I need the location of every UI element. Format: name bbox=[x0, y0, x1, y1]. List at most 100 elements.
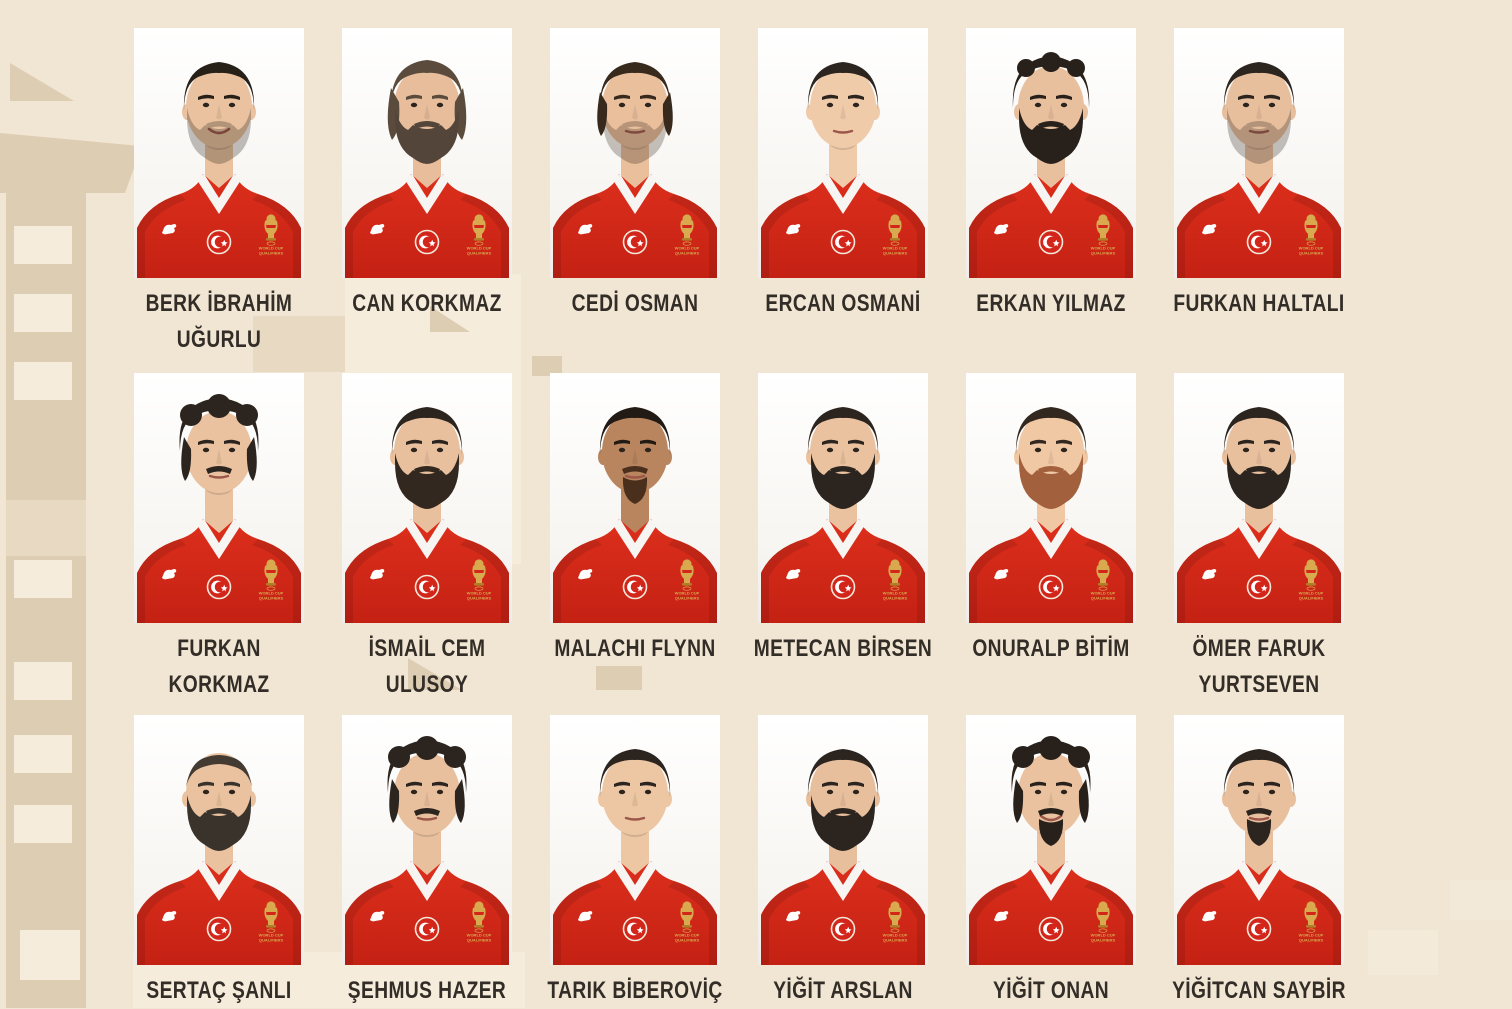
player-name: ERKAN YILMAZ bbox=[976, 290, 1126, 317]
background-shape bbox=[6, 500, 86, 556]
fiba-world-cup-trophy-icon: WORLD CUP QUALIFIERS bbox=[1091, 901, 1116, 943]
player-card: WORLD CUP QUALIFIERS TARIK BİBEROVİÇ bbox=[547, 715, 722, 1008]
svg-text:WORLD CUP: WORLD CUP bbox=[467, 591, 492, 596]
puma-cat-icon bbox=[578, 911, 593, 922]
puma-cat-icon bbox=[786, 224, 801, 235]
puma-cat-icon bbox=[1202, 569, 1217, 580]
player-card: WORLD CUP QUALIFIERS İSMAİL CEM ULUSOY bbox=[342, 373, 512, 715]
player-photo: WORLD CUP QUALIFIERS bbox=[1174, 715, 1344, 965]
background-shape bbox=[14, 226, 72, 264]
player-photo: WORLD CUP QUALIFIERS bbox=[342, 715, 512, 965]
background-shape bbox=[1450, 880, 1512, 920]
fiba-world-cup-trophy-icon: WORLD CUP QUALIFIERS bbox=[467, 901, 492, 943]
player-card: WORLD CUP QUALIFIERS FURKAN HALTALI bbox=[1173, 28, 1344, 373]
fiba-world-cup-trophy-icon: WORLD CUP QUALIFIERS bbox=[675, 559, 700, 601]
svg-text:WORLD CUP: WORLD CUP bbox=[675, 246, 700, 251]
background-shape bbox=[532, 356, 562, 376]
puma-cat-icon bbox=[1202, 224, 1217, 235]
puma-cat-icon bbox=[162, 911, 177, 922]
player-portrait-illustration: WORLD CUP QUALIFIERS bbox=[966, 373, 1136, 623]
player-name: FURKAN KORKMAZ bbox=[168, 635, 270, 698]
player-photo: WORLD CUP QUALIFIERS bbox=[966, 28, 1136, 278]
puma-cat-icon bbox=[162, 569, 177, 580]
svg-text:WORLD CUP: WORLD CUP bbox=[467, 246, 492, 251]
svg-text:QUALIFIERS: QUALIFIERS bbox=[1091, 596, 1116, 601]
svg-text:QUALIFIERS: QUALIFIERS bbox=[1299, 938, 1324, 943]
player-portrait-illustration: WORLD CUP QUALIFIERS bbox=[758, 715, 928, 965]
player-card: WORLD CUP QUALIFIERS CAN KORKMAZ bbox=[342, 28, 512, 373]
background-shape bbox=[14, 362, 72, 400]
svg-text:WORLD CUP: WORLD CUP bbox=[1091, 933, 1116, 938]
background-shape bbox=[14, 662, 72, 700]
fiba-world-cup-trophy-icon: WORLD CUP QUALIFIERS bbox=[259, 901, 284, 943]
svg-text:WORLD CUP: WORLD CUP bbox=[259, 591, 284, 596]
turkey-crescent-star-icon bbox=[1246, 229, 1272, 255]
player-card: WORLD CUP QUALIFIERS BERK İBRAHİM UĞURLU bbox=[134, 28, 304, 373]
turkey-crescent-star-icon bbox=[206, 574, 232, 600]
turkey-crescent-star-icon bbox=[414, 916, 440, 942]
player-card: WORLD CUP QUALIFIERS ERCAN OSMANİ bbox=[758, 28, 928, 373]
player-name: ONURALP BİTİM bbox=[972, 635, 1130, 662]
fiba-world-cup-trophy-icon: WORLD CUP QUALIFIERS bbox=[1091, 559, 1116, 601]
player-photo: WORLD CUP QUALIFIERS bbox=[1174, 373, 1344, 623]
player-photo: WORLD CUP QUALIFIERS bbox=[134, 373, 304, 623]
player-photo: WORLD CUP QUALIFIERS bbox=[342, 373, 512, 623]
player-photo: WORLD CUP QUALIFIERS bbox=[758, 28, 928, 278]
puma-cat-icon bbox=[370, 569, 385, 580]
background-shape bbox=[1368, 930, 1438, 975]
svg-text:QUALIFIERS: QUALIFIERS bbox=[1299, 251, 1324, 256]
puma-cat-icon bbox=[786, 911, 801, 922]
svg-text:WORLD CUP: WORLD CUP bbox=[259, 933, 284, 938]
player-name: ÖMER FARUK YURTSEVEN bbox=[1192, 635, 1326, 698]
svg-text:QUALIFIERS: QUALIFIERS bbox=[1299, 596, 1324, 601]
puma-cat-icon bbox=[994, 569, 1009, 580]
turkey-crescent-star-icon bbox=[1038, 574, 1064, 600]
player-name: İSMAİL CEM ULUSOY bbox=[368, 635, 486, 698]
player-portrait-illustration: WORLD CUP QUALIFIERS bbox=[134, 28, 304, 278]
player-portrait-illustration: WORLD CUP QUALIFIERS bbox=[342, 373, 512, 623]
puma-cat-icon bbox=[162, 224, 177, 235]
player-portrait-illustration: WORLD CUP QUALIFIERS bbox=[758, 373, 928, 623]
player-card: WORLD CUP QUALIFIERS SERTAÇ ŞANLI bbox=[134, 715, 304, 1008]
player-card: WORLD CUP QUALIFIERS YİĞİTCAN SAYBİR bbox=[1172, 715, 1346, 1008]
player-photo: WORLD CUP QUALIFIERS bbox=[1174, 28, 1344, 278]
player-card: WORLD CUP QUALIFIERS ÖMER FARUK YURTSEVE… bbox=[1174, 373, 1344, 715]
player-name: CAN KORKMAZ bbox=[352, 290, 502, 317]
player-name: SERTAÇ ŞANLI bbox=[146, 977, 292, 1004]
players-grid: WORLD CUP QUALIFIERS BERK İBRAHİM UĞURLU bbox=[134, 28, 1346, 1008]
puma-cat-icon bbox=[370, 224, 385, 235]
turkey-crescent-star-icon bbox=[1246, 916, 1272, 942]
fiba-world-cup-trophy-icon: WORLD CUP QUALIFIERS bbox=[883, 214, 908, 256]
background-shape bbox=[14, 735, 72, 773]
player-card: WORLD CUP QUALIFIERS MALACHI FLYNN bbox=[550, 373, 720, 715]
svg-text:QUALIFIERS: QUALIFIERS bbox=[675, 596, 700, 601]
player-card: WORLD CUP QUALIFIERS ONURALP BİTİM bbox=[966, 373, 1136, 715]
player-photo: WORLD CUP QUALIFIERS bbox=[550, 715, 720, 965]
svg-text:QUALIFIERS: QUALIFIERS bbox=[259, 251, 284, 256]
player-photo: WORLD CUP QUALIFIERS bbox=[966, 373, 1136, 623]
svg-text:QUALIFIERS: QUALIFIERS bbox=[467, 938, 492, 943]
player-photo: WORLD CUP QUALIFIERS bbox=[550, 28, 720, 278]
player-card: WORLD CUP QUALIFIERS FURKAN KORKMAZ bbox=[134, 373, 304, 715]
player-name: ERCAN OSMANİ bbox=[765, 290, 921, 317]
player-name: FURKAN HALTALI bbox=[1173, 290, 1345, 317]
turkey-crescent-star-icon bbox=[206, 229, 232, 255]
fiba-world-cup-trophy-icon: WORLD CUP QUALIFIERS bbox=[675, 214, 700, 256]
background-shape bbox=[14, 560, 72, 598]
svg-text:QUALIFIERS: QUALIFIERS bbox=[259, 596, 284, 601]
turkey-crescent-star-icon bbox=[1038, 916, 1064, 942]
svg-text:WORLD CUP: WORLD CUP bbox=[1091, 246, 1116, 251]
turkey-crescent-star-icon bbox=[414, 229, 440, 255]
player-portrait-illustration: WORLD CUP QUALIFIERS bbox=[1174, 715, 1344, 965]
player-portrait-illustration: WORLD CUP QUALIFIERS bbox=[1174, 373, 1344, 623]
player-card: WORLD CUP QUALIFIERS YİĞİT ARSLAN bbox=[758, 715, 928, 1008]
fiba-world-cup-trophy-icon: WORLD CUP QUALIFIERS bbox=[1299, 901, 1324, 943]
svg-text:QUALIFIERS: QUALIFIERS bbox=[1091, 251, 1116, 256]
fiba-world-cup-trophy-icon: WORLD CUP QUALIFIERS bbox=[675, 901, 700, 943]
player-portrait-illustration: WORLD CUP QUALIFIERS bbox=[342, 715, 512, 965]
fiba-world-cup-trophy-icon: WORLD CUP QUALIFIERS bbox=[1299, 559, 1324, 601]
player-photo: WORLD CUP QUALIFIERS bbox=[758, 715, 928, 965]
puma-cat-icon bbox=[1202, 911, 1217, 922]
svg-text:QUALIFIERS: QUALIFIERS bbox=[883, 938, 908, 943]
turkey-crescent-star-icon bbox=[206, 916, 232, 942]
